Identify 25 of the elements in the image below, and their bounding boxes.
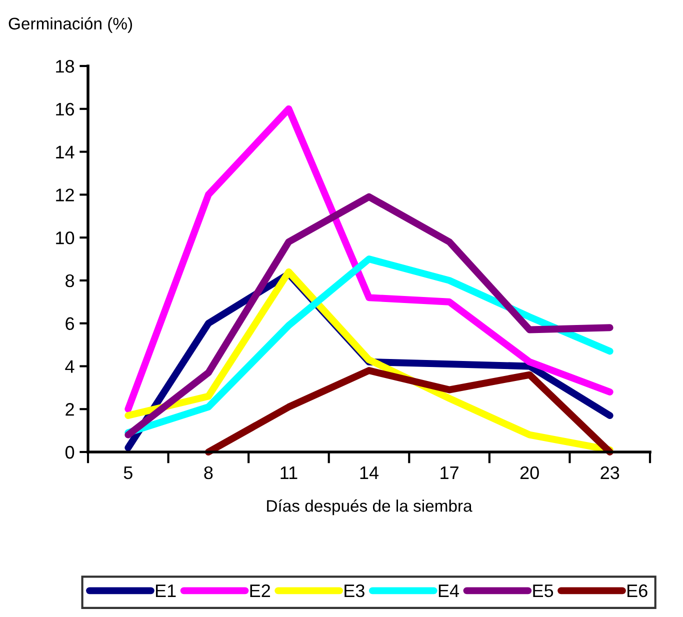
legend-label: E1 (156, 584, 176, 598)
legend-label: E5 (533, 584, 554, 598)
legend-label: E6 (628, 584, 648, 598)
x-tick-label: 11 (280, 466, 298, 479)
x-tick-label: 5 (124, 466, 132, 480)
legend-label: E3 (344, 584, 364, 598)
y-axis-title: Germinación (%) (8, 17, 132, 33)
x-tick-label: 8 (204, 466, 213, 480)
y-tick-label: 16 (56, 102, 74, 116)
x-tick-label: 14 (360, 466, 379, 479)
x-axis-title: Días después de la siembra (267, 499, 472, 516)
x-tick-label: 20 (520, 466, 539, 480)
y-tick-label: 2 (66, 403, 74, 416)
y-tick-label: 4 (65, 360, 74, 373)
y-tick-label: 8 (66, 274, 74, 288)
y-tick-label: 12 (56, 188, 74, 202)
x-tick-label: 23 (600, 466, 620, 480)
y-tick-label: 10 (56, 231, 74, 244)
legend-label: E4 (438, 584, 459, 598)
y-tick-label: 0 (65, 446, 74, 459)
legend-label: E2 (250, 584, 270, 598)
y-tick-label: 18 (56, 60, 74, 73)
y-tick-label: 6 (66, 317, 74, 330)
y-tick-label: 14 (56, 146, 74, 158)
x-tick-label: 17 (440, 466, 458, 479)
